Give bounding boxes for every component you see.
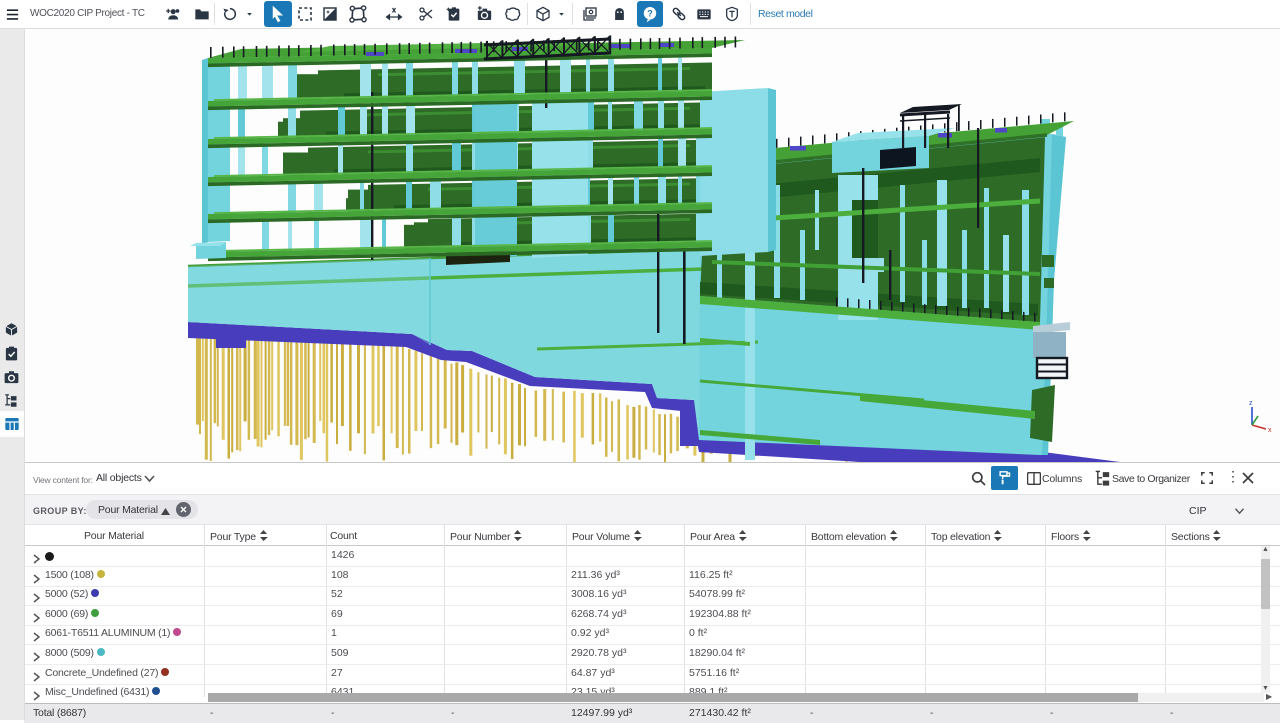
svg-text:?: ? [647,8,653,18]
svg-text:z: z [1249,400,1253,407]
svg-text:x: x [1268,427,1272,434]
